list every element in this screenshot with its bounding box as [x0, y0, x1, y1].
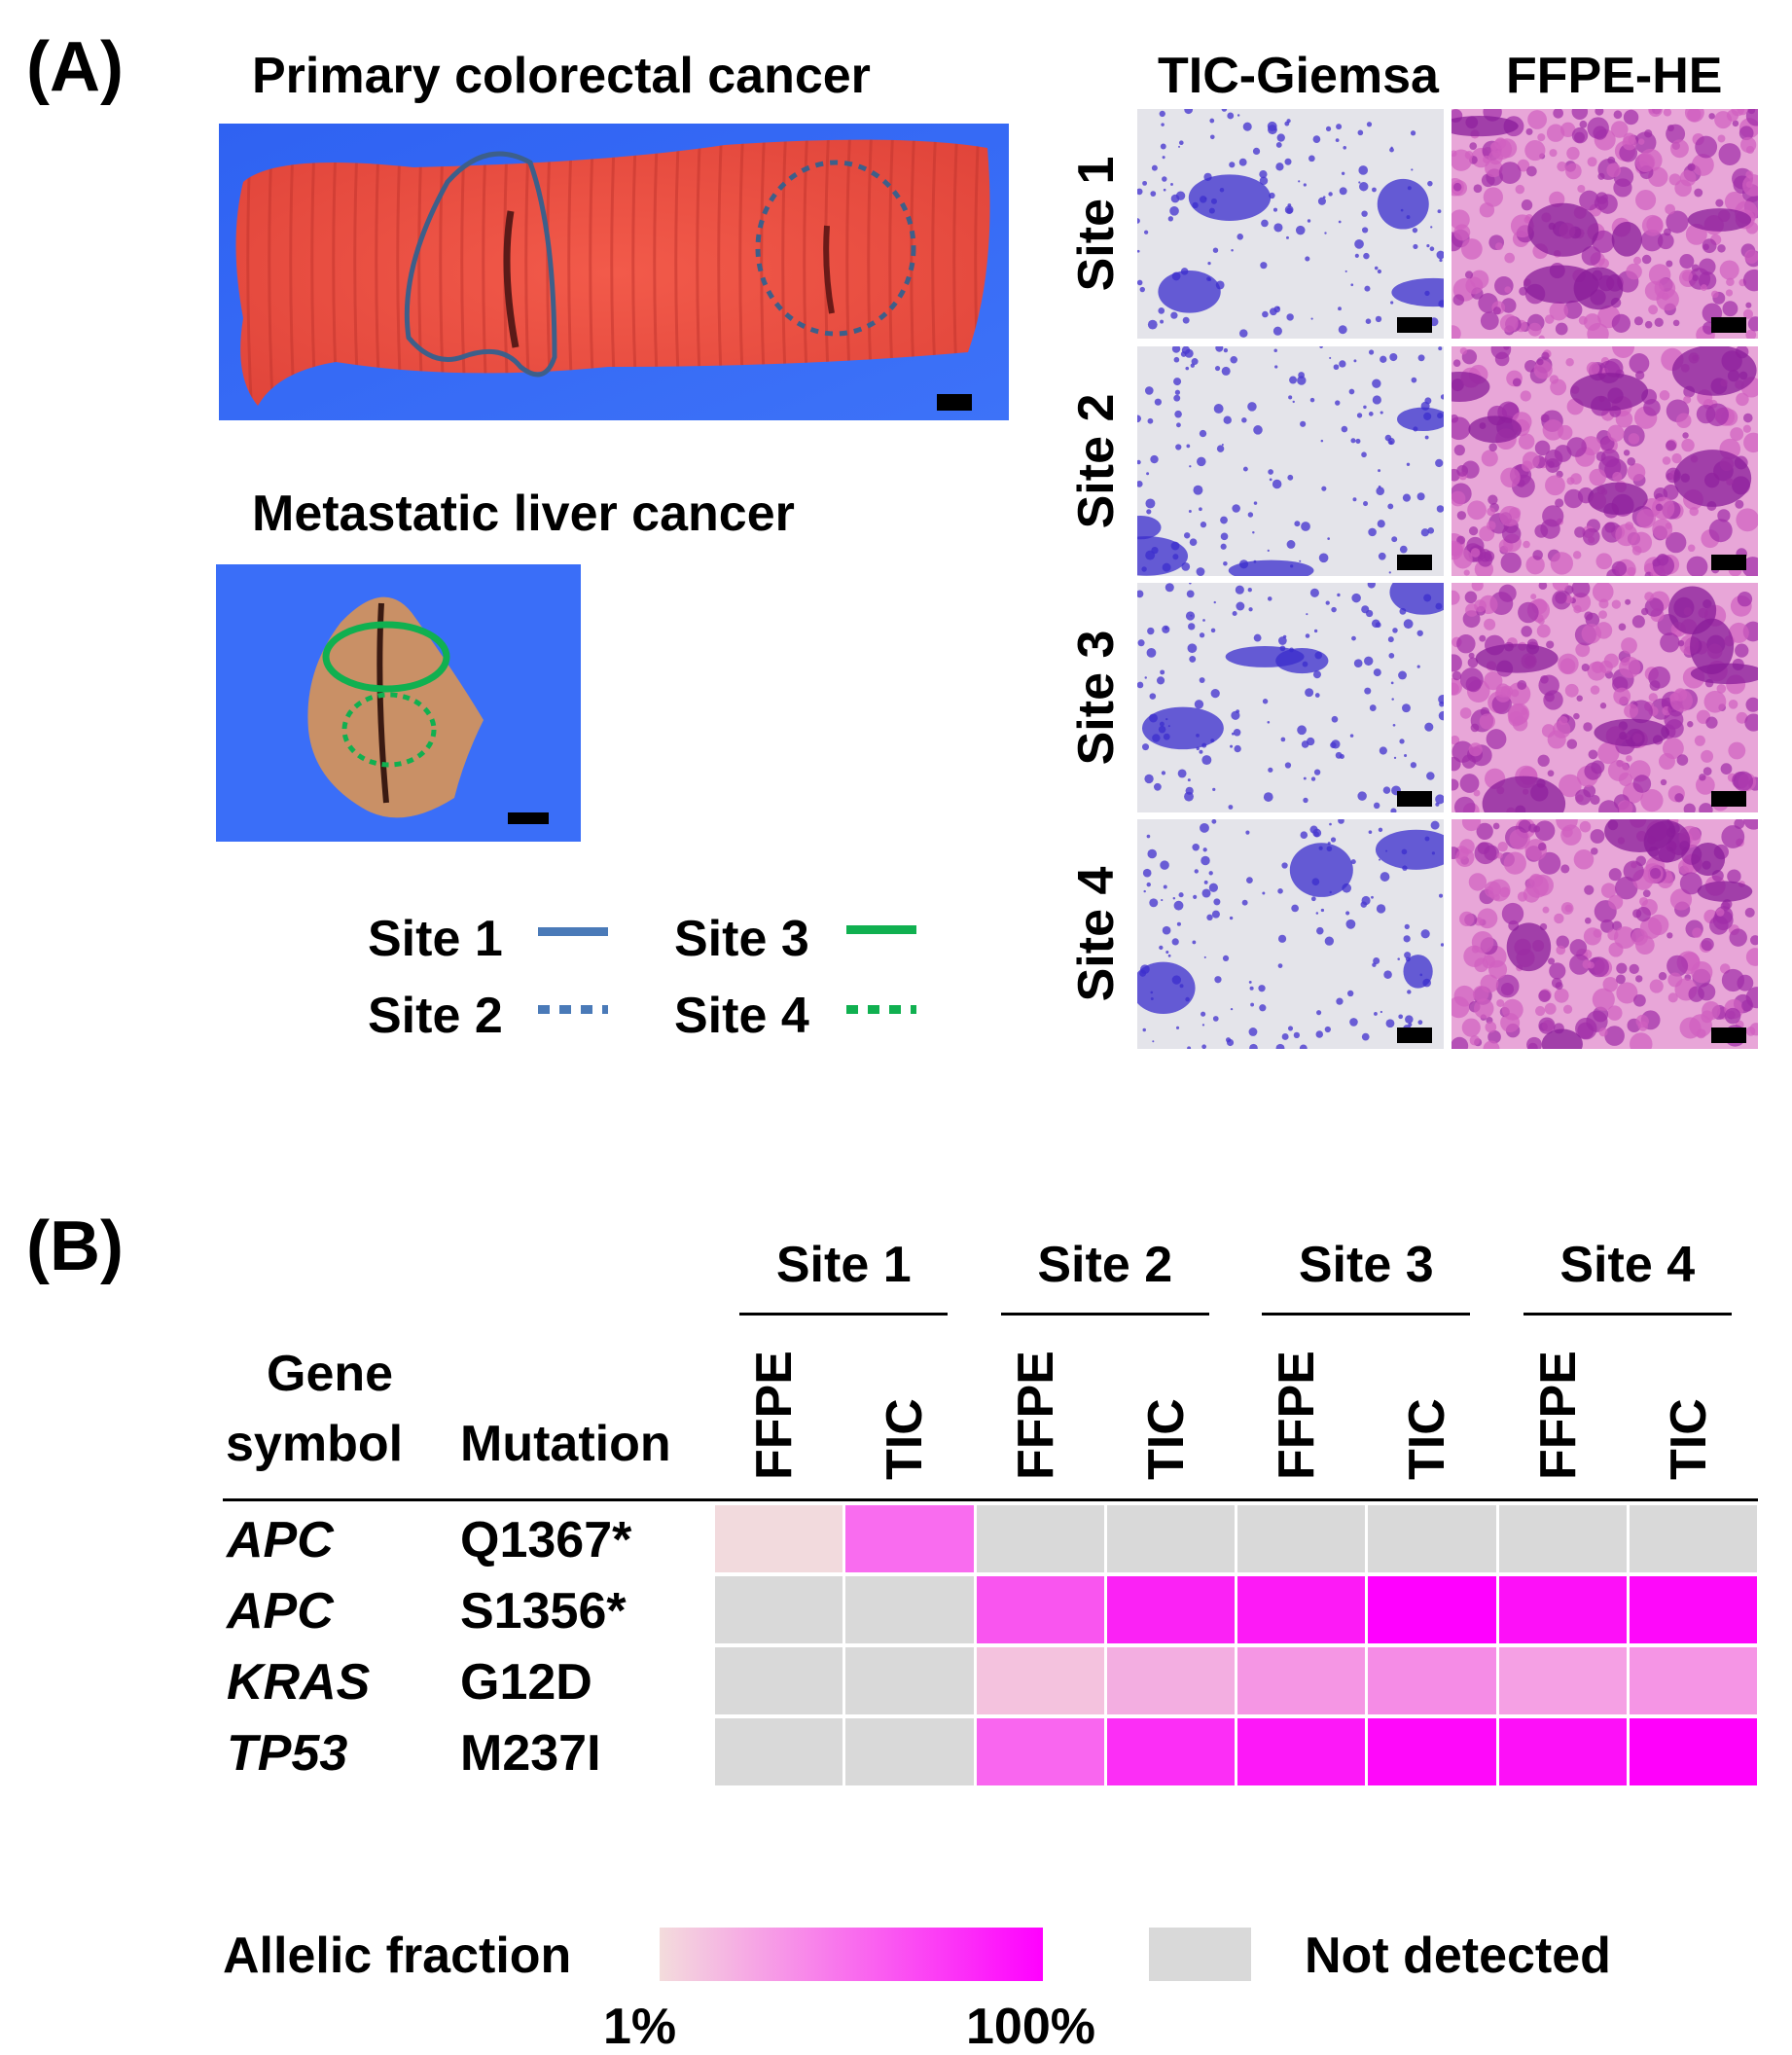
- heatmap-cell-not-detected: [1366, 1503, 1498, 1574]
- legend-site-4: Site 4: [674, 988, 809, 1044]
- heatmap-cell-not-detected: [1236, 1503, 1368, 1574]
- heatmap-cell-not-detected: [1627, 1503, 1759, 1574]
- table-header-rule: [223, 1498, 1758, 1501]
- gene-label: TP53: [227, 1725, 348, 1782]
- heatmap-cell-detected: [1627, 1645, 1759, 1716]
- ffpe-he-site-1-image: [1452, 109, 1758, 339]
- legend-line-site-2: [538, 1005, 608, 1014]
- gradient-min-label: 1%: [603, 1999, 677, 2055]
- row-label-site-2: Site 2: [1068, 393, 1125, 529]
- tic-giemsa-site-3-image: [1137, 583, 1444, 812]
- gene-header-line2: symbol: [226, 1416, 404, 1472]
- gene-header-line1: Gene: [267, 1346, 394, 1402]
- header-ffpe-he: FFPE-HE: [1506, 48, 1723, 104]
- site-header-2: Site 2: [1037, 1237, 1173, 1293]
- tic-giemsa-site-4-image: [1137, 819, 1444, 1049]
- ffpe-he-site-4-image: [1452, 819, 1758, 1049]
- heatmap-cell-detected: [1104, 1716, 1236, 1787]
- heatmap-cell-detected: [1236, 1645, 1368, 1716]
- heatmap-cell-not-detected: [843, 1574, 976, 1645]
- panel-a-label: (A): [26, 28, 124, 106]
- column-header-ffpe-site-3: FFPE: [1269, 1351, 1326, 1480]
- legend-line-site-3: [846, 925, 916, 934]
- colon-specimen-photo: [219, 124, 1009, 420]
- liver-cancer-title: Metastatic liver cancer: [252, 486, 795, 542]
- legend-allelic-fraction-title: Allelic fraction: [223, 1928, 572, 1984]
- site-header-4: Site 4: [1559, 1237, 1696, 1293]
- site-header-1: Site 1: [775, 1237, 912, 1293]
- gene-label: APC: [227, 1512, 334, 1568]
- column-header-tic-site-1: TIC: [877, 1398, 934, 1480]
- header-tic-giemsa: TIC-Giemsa: [1158, 48, 1439, 104]
- legend-line-site-4: [846, 1005, 916, 1014]
- legend-site-3: Site 3: [674, 911, 809, 967]
- row-label-site-3: Site 3: [1068, 630, 1125, 766]
- heatmap-cell-detected: [843, 1503, 976, 1574]
- allelic-fraction-gradient: [660, 1928, 1043, 1981]
- heatmap-cell-not-detected: [974, 1503, 1106, 1574]
- heatmap-cell-detected: [1366, 1716, 1498, 1787]
- column-header-tic-site-3: TIC: [1399, 1398, 1456, 1480]
- heatmap-cell-detected: [1366, 1574, 1498, 1645]
- column-header-tic-site-2: TIC: [1137, 1398, 1195, 1480]
- heatmap-cell-detected: [1627, 1574, 1759, 1645]
- heatmap-cell-not-detected: [713, 1645, 845, 1716]
- primary-cancer-title: Primary colorectal cancer: [252, 48, 871, 104]
- heatmap-cell-detected: [1496, 1645, 1629, 1716]
- ffpe-he-site-3-image: [1452, 583, 1758, 812]
- legend-site-1: Site 1: [368, 911, 503, 967]
- row-label-site-1: Site 1: [1068, 156, 1125, 292]
- mutation-label: M237I: [460, 1725, 601, 1782]
- heatmap-cell-not-detected: [843, 1716, 976, 1787]
- column-header-ffpe-site-4: FFPE: [1529, 1351, 1587, 1480]
- not-detected-label: Not detected: [1305, 1928, 1611, 1984]
- site-header-3: Site 3: [1298, 1237, 1434, 1293]
- tic-giemsa-site-2-image: [1137, 346, 1444, 576]
- column-header-ffpe-site-2: FFPE: [1007, 1351, 1064, 1480]
- legend-line-site-1: [538, 927, 608, 936]
- panel-b-label: (B): [26, 1208, 124, 1285]
- gradient-max-label: 100%: [966, 1999, 1095, 2055]
- mutation-label: S1356*: [460, 1583, 627, 1640]
- mutation-label: G12D: [460, 1654, 592, 1711]
- heatmap-cell-detected: [1104, 1645, 1236, 1716]
- heatmap-cell-not-detected: [1104, 1503, 1236, 1574]
- column-header-tic-site-4: TIC: [1660, 1398, 1717, 1480]
- tic-giemsa-site-1-image: [1137, 109, 1444, 339]
- site-header-underline: [1523, 1313, 1732, 1316]
- heatmap-cell-detected: [1236, 1716, 1368, 1787]
- heatmap-cell-detected: [974, 1716, 1106, 1787]
- heatmap-cell-not-detected: [713, 1574, 845, 1645]
- heatmap-cell-detected: [1496, 1716, 1629, 1787]
- heatmap-cell-detected: [1496, 1574, 1629, 1645]
- legend-site-2: Site 2: [368, 988, 503, 1044]
- heatmap-cell-not-detected: [713, 1716, 845, 1787]
- liver-specimen-photo: [216, 564, 581, 842]
- heatmap-cell-detected: [1236, 1574, 1368, 1645]
- gene-label: KRAS: [227, 1654, 371, 1711]
- heatmap-cell-detected: [1627, 1716, 1759, 1787]
- row-label-site-4: Site 4: [1068, 866, 1125, 1002]
- not-detected-swatch: [1149, 1928, 1251, 1981]
- gene-label: APC: [227, 1583, 334, 1640]
- column-header-ffpe-site-1: FFPE: [746, 1351, 804, 1480]
- heatmap-cell-detected: [713, 1503, 845, 1574]
- heatmap-cell-not-detected: [1496, 1503, 1629, 1574]
- site-header-underline: [1262, 1313, 1471, 1316]
- heatmap-cell-detected: [974, 1574, 1106, 1645]
- site-header-underline: [739, 1313, 949, 1316]
- mutation-header: Mutation: [460, 1416, 671, 1472]
- heatmap-cell-not-detected: [843, 1645, 976, 1716]
- mutation-label: Q1367*: [460, 1512, 632, 1568]
- site-header-underline: [1000, 1313, 1209, 1316]
- heatmap-cell-detected: [974, 1645, 1106, 1716]
- heatmap-cell-detected: [1366, 1645, 1498, 1716]
- heatmap-cell-detected: [1104, 1574, 1236, 1645]
- ffpe-he-site-2-image: [1452, 346, 1758, 576]
